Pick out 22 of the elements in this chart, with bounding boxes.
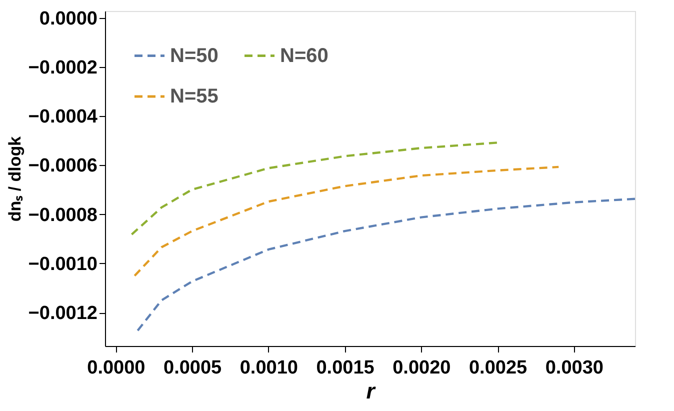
x-tick-label: 0.0005 [164, 358, 222, 378]
legend-label: N=50 [170, 44, 218, 67]
x-tick-label: 0.0000 [87, 358, 146, 378]
y-tick-label: −0.0002 [28, 57, 98, 78]
x-tick-label: 0.0025 [468, 358, 528, 378]
y-axis-title: dnₛ / dlogk [5, 136, 24, 222]
y-tick-label: −0.0006 [28, 156, 98, 177]
y-tick-label: −0.0010 [28, 254, 98, 275]
line-series [136, 198, 635, 332]
x-tick-label: 0.0020 [392, 358, 451, 378]
x-tick-label: 0.0010 [240, 358, 298, 378]
y-tick-label: −0.0004 [28, 106, 98, 128]
legend-label: N=55 [170, 86, 218, 108]
y-tick-label: −0.0008 [28, 204, 98, 226]
legend-label: N=60 [280, 44, 328, 67]
line-series [134, 166, 560, 277]
line-series [130, 142, 499, 236]
y-tick-label: −0.0012 [28, 303, 98, 324]
x-tick-label: 0.0015 [316, 358, 375, 378]
y-tick-label: 0.0000 [39, 8, 98, 30]
x-tick-label: 0.0030 [545, 358, 604, 378]
x-axis-title: r [366, 378, 376, 404]
